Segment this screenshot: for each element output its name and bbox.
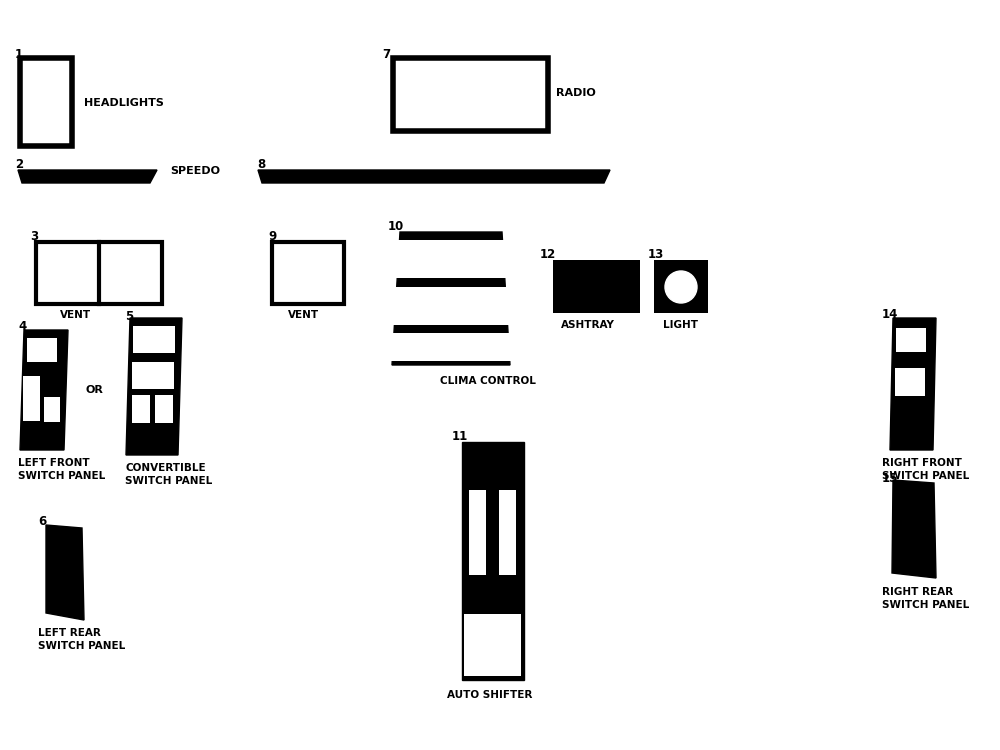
Bar xyxy=(36,242,162,304)
Polygon shape xyxy=(890,318,936,450)
Bar xyxy=(654,260,708,313)
Text: 12: 12 xyxy=(540,248,556,261)
Bar xyxy=(132,395,150,423)
Polygon shape xyxy=(18,170,157,183)
Text: RIGHT FRONT
SWITCH PANEL: RIGHT FRONT SWITCH PANEL xyxy=(882,458,969,482)
Bar xyxy=(44,397,60,422)
Text: ASHTRAY: ASHTRAY xyxy=(561,320,615,330)
Text: 8: 8 xyxy=(257,158,265,171)
Text: 10: 10 xyxy=(388,220,404,233)
Bar xyxy=(469,490,486,575)
Bar xyxy=(395,240,507,278)
Polygon shape xyxy=(258,170,610,183)
Text: CLIMA CONTROL: CLIMA CONTROL xyxy=(440,376,536,386)
Text: CONVERTIBLE
SWITCH PANEL: CONVERTIBLE SWITCH PANEL xyxy=(125,463,212,486)
Text: 3: 3 xyxy=(30,230,38,243)
Bar xyxy=(133,326,175,353)
Text: RADIO: RADIO xyxy=(556,88,596,98)
Text: LEFT FRONT
SWITCH PANEL: LEFT FRONT SWITCH PANEL xyxy=(18,458,105,482)
Text: LIGHT: LIGHT xyxy=(662,320,698,330)
Bar xyxy=(272,242,344,304)
Text: 2: 2 xyxy=(15,158,23,171)
Bar xyxy=(27,338,57,362)
Text: RIGHT REAR
SWITCH PANEL: RIGHT REAR SWITCH PANEL xyxy=(882,587,969,610)
Text: 4: 4 xyxy=(18,320,26,333)
Polygon shape xyxy=(46,525,84,620)
Text: 14: 14 xyxy=(882,308,898,321)
Bar xyxy=(132,362,174,389)
Polygon shape xyxy=(892,480,936,578)
Text: LEFT REAR
SWITCH PANEL: LEFT REAR SWITCH PANEL xyxy=(38,628,125,651)
Bar xyxy=(393,58,548,131)
Text: OR: OR xyxy=(86,385,104,395)
Circle shape xyxy=(665,271,697,303)
Text: SPEEDO: SPEEDO xyxy=(170,166,220,176)
Polygon shape xyxy=(392,232,510,365)
Text: HEADLIGHTS: HEADLIGHTS xyxy=(84,98,164,108)
Bar xyxy=(464,614,521,676)
Bar xyxy=(499,490,516,575)
Polygon shape xyxy=(126,318,182,455)
Text: 15: 15 xyxy=(882,472,898,485)
Text: VENT: VENT xyxy=(288,310,320,320)
Bar xyxy=(23,376,40,421)
Polygon shape xyxy=(20,330,68,450)
Text: 13: 13 xyxy=(648,248,664,261)
Bar xyxy=(553,260,640,313)
Polygon shape xyxy=(462,442,524,680)
Text: 7: 7 xyxy=(382,48,390,61)
Text: 9: 9 xyxy=(268,230,276,243)
Text: 1: 1 xyxy=(15,48,23,61)
Bar xyxy=(391,333,511,361)
Text: VENT: VENT xyxy=(60,310,92,320)
Bar xyxy=(20,58,72,146)
Bar xyxy=(393,287,510,325)
Text: AUTO SHIFTER: AUTO SHIFTER xyxy=(447,690,533,700)
Text: 5: 5 xyxy=(125,310,133,323)
Bar xyxy=(896,328,926,352)
Text: 6: 6 xyxy=(38,515,46,528)
Bar xyxy=(895,368,925,396)
Bar xyxy=(155,395,173,423)
Text: 11: 11 xyxy=(452,430,468,443)
